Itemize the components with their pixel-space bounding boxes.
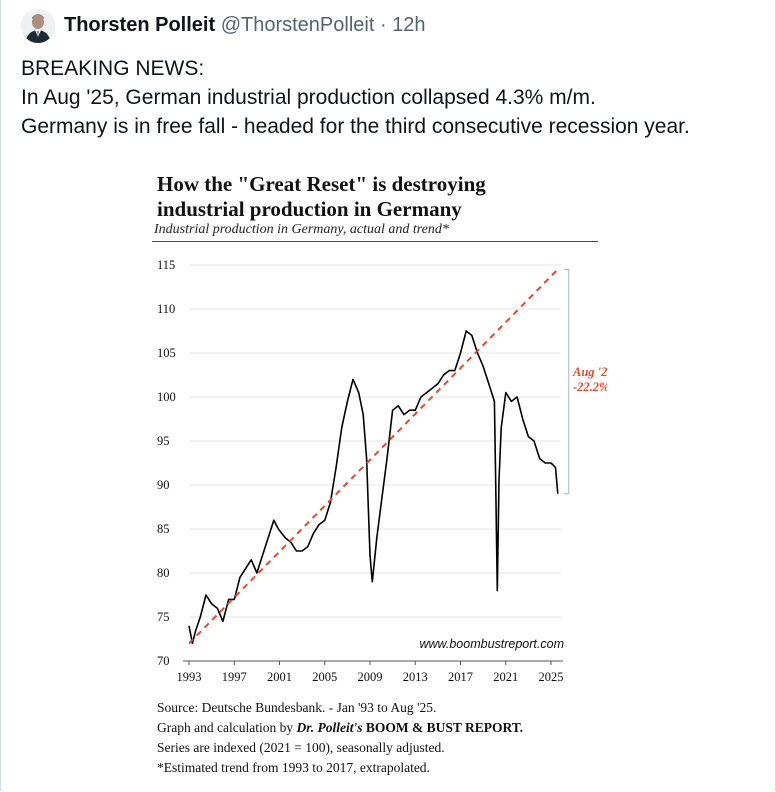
y-tick-label: 80 (157, 566, 170, 580)
y-tick-label: 70 (157, 654, 170, 668)
note-source: Source: Deutsche Bundesbank. - Jan '93 t… (157, 700, 437, 715)
chart-title-line: How the "Great Reset" is destroying (157, 172, 486, 196)
chart-subtitle: Industrial production in Germany, actual… (154, 222, 449, 237)
y-tick-label: 75 (157, 610, 170, 624)
chart-title-line: industrial production in Germany (157, 197, 462, 221)
note-graph-report: BOOM & BUST REPORT. (362, 720, 524, 735)
y-tick-label: 115 (157, 258, 175, 272)
tweet-media-image[interactable]: How the "Great Reset" is destroying indu… (147, 162, 607, 792)
avatar-image (21, 9, 55, 43)
chart-notes: Source: Deutsche Bundesbank. - Jan '93 t… (157, 698, 523, 778)
tweet-timestamp[interactable]: 12h (392, 14, 426, 36)
note-graph-author: Dr. Polleit's (296, 720, 363, 735)
production-line (188, 330, 559, 645)
x-tick-label: 2017 (448, 670, 473, 684)
note-graph-prefix: Graph and calculation by (157, 720, 297, 735)
x-tick-label: 2021 (493, 670, 518, 684)
tweet-text-line: In Aug '25, German industrial production… (21, 86, 596, 109)
y-tick-label: 110 (157, 302, 175, 316)
y-tick-label: 90 (157, 478, 170, 492)
chart-watermark: www.boombustreport.com (419, 637, 564, 651)
author-handle[interactable]: @ThorstenPolleit (220, 14, 375, 36)
y-tick-label: 100 (157, 390, 176, 404)
tweet-text-line: BREAKING NEWS: (21, 57, 205, 80)
x-tick-label: 1997 (222, 670, 247, 684)
y-tick-label: 85 (157, 522, 170, 536)
note-trend: *Estimated trend from 1993 to 2017, extr… (157, 760, 430, 775)
x-tick-label: 2005 (312, 670, 337, 684)
y-tick-label: 95 (157, 434, 170, 448)
chart-title: How the "Great Reset" is destroying indu… (157, 172, 486, 222)
tweet-text: BREAKING NEWS: In Aug '25, German indust… (21, 54, 690, 141)
line-chart: 70 75 80 85 90 95 100 105 110 115 1993 1997 2001 2005… (157, 258, 607, 684)
header-separator: · (379, 14, 387, 36)
y-tick-label: 105 (157, 346, 176, 360)
annotation-value: -22.2% (573, 380, 607, 394)
x-tick-label: 2009 (358, 670, 383, 684)
author-name[interactable]: Thorsten Polleit (64, 14, 216, 36)
title-divider (152, 241, 598, 242)
avatar[interactable] (21, 9, 55, 43)
note-graph: Graph and calculation by Dr. Polleit's B… (157, 718, 523, 738)
x-tick-label: 1993 (177, 670, 202, 684)
trend-line (188, 268, 559, 645)
tweet-text-line: Germany is in free fall - headed for the… (21, 115, 690, 138)
x-tick-label: 2013 (403, 670, 428, 684)
x-tick-label: 2025 (539, 670, 564, 684)
tweet-header: Thorsten Polleit @ThorstenPolleit · 12h (64, 12, 426, 38)
annotation-label: Aug '25: (572, 365, 607, 379)
x-tick-label: 2001 (267, 670, 292, 684)
note-index: Series are indexed (2021 = 100), seasona… (157, 740, 445, 755)
